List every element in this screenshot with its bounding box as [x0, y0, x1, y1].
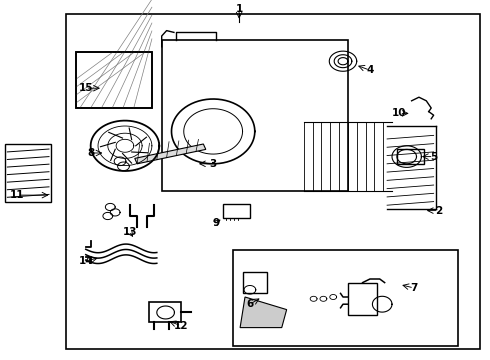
- Text: 14: 14: [78, 256, 93, 266]
- Text: 2: 2: [435, 206, 442, 216]
- Polygon shape: [135, 144, 206, 164]
- Bar: [243, 272, 267, 293]
- Bar: [162, 40, 348, 191]
- Text: 15: 15: [78, 83, 93, 93]
- Text: 6: 6: [246, 299, 253, 309]
- Text: 9: 9: [212, 218, 219, 228]
- Text: 3: 3: [210, 159, 217, 169]
- Text: 4: 4: [366, 65, 374, 75]
- Polygon shape: [240, 297, 287, 328]
- Bar: [76, 52, 152, 108]
- Text: 13: 13: [122, 227, 137, 237]
- Text: 5: 5: [430, 152, 437, 162]
- Bar: [233, 250, 458, 346]
- Text: 1: 1: [236, 4, 243, 14]
- Bar: [149, 302, 181, 322]
- Bar: [66, 14, 480, 349]
- Bar: [76, 52, 152, 108]
- Text: 7: 7: [410, 283, 418, 293]
- Bar: [223, 204, 250, 218]
- Bar: [397, 149, 424, 164]
- Text: 8: 8: [87, 148, 94, 158]
- Text: 10: 10: [392, 108, 407, 118]
- Bar: [5, 144, 51, 202]
- Text: 12: 12: [174, 321, 189, 331]
- Text: 11: 11: [10, 190, 24, 200]
- Bar: [348, 283, 377, 315]
